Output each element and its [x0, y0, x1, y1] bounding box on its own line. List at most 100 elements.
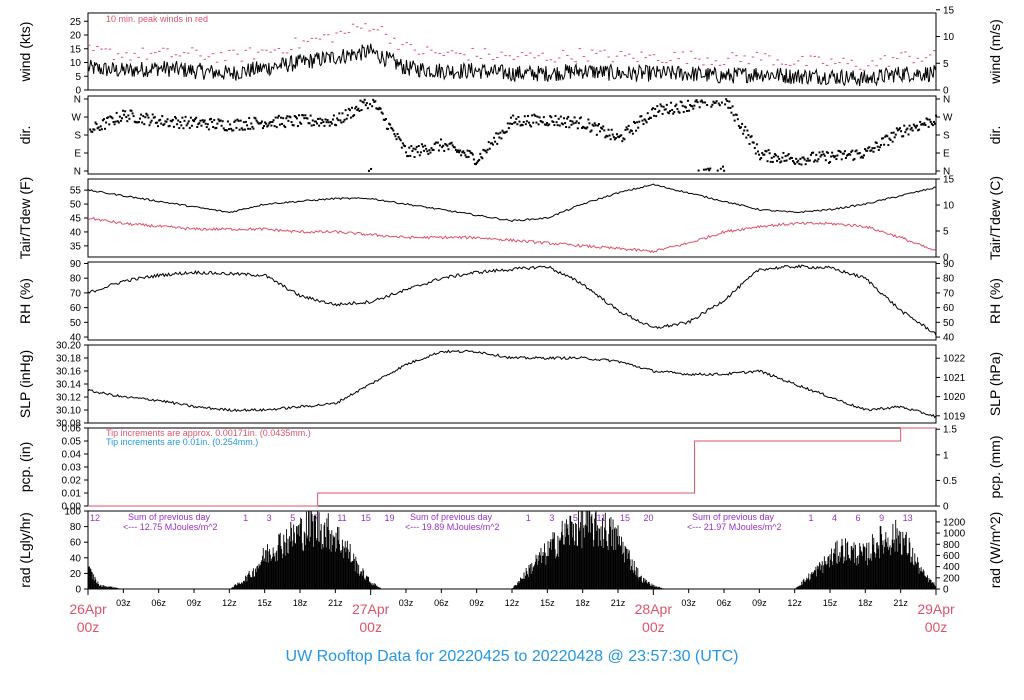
dir-point: [152, 116, 155, 119]
rh-panel-frame: [87, 261, 937, 341]
dir-point: [382, 118, 385, 121]
dir-point: [850, 150, 853, 153]
dir-point: [594, 124, 597, 127]
dir-point: [926, 118, 929, 121]
dir-point: [628, 131, 631, 134]
dir-point: [281, 122, 284, 125]
dir-point: [205, 126, 208, 129]
dir-point: [625, 126, 628, 129]
dir-point: [478, 158, 481, 161]
dir-point: [844, 157, 847, 160]
dir-point: [434, 141, 437, 144]
dir-point: [480, 156, 483, 159]
dir-point: [440, 138, 443, 141]
dir-point: [766, 160, 769, 163]
dir-point: [360, 109, 363, 112]
rad-hour-label: 20: [644, 513, 654, 523]
dir-point: [932, 120, 935, 123]
dir-point: [216, 122, 219, 125]
rad-tick-label-left: 0: [75, 585, 81, 596]
dir-point: [935, 114, 938, 117]
slp-ylabel-left: SLP (inHg): [17, 350, 33, 418]
dir-point: [543, 123, 546, 126]
dir-point: [907, 133, 910, 136]
dir-point: [276, 116, 279, 119]
dir-tick-label-right: E: [943, 149, 950, 160]
dir-point: [763, 153, 766, 156]
dir-point: [111, 117, 114, 120]
dir-point: [484, 149, 487, 152]
dir-point: [897, 128, 900, 131]
dir-point: [200, 124, 203, 127]
dir-point: [731, 105, 734, 108]
dir-point: [673, 111, 676, 114]
dir-point: [116, 120, 119, 123]
dir-point: [862, 154, 865, 157]
temp-tick-label-left: 50: [70, 200, 82, 211]
dir-point: [164, 120, 167, 123]
dir-point: [569, 119, 572, 122]
dir-point: [655, 115, 658, 118]
dir-point: [621, 140, 624, 143]
dir-point: [826, 151, 829, 154]
dir-point: [530, 125, 533, 128]
x-date-hour: 00z: [77, 619, 100, 635]
dir-point: [724, 103, 727, 106]
dir-point: [330, 122, 333, 125]
dir-point: [685, 109, 688, 112]
dir-point: [134, 121, 137, 124]
dir-point: [278, 123, 281, 126]
dir-point: [237, 119, 240, 122]
temp-ylabel-left: Tair/Tdew (F): [17, 177, 33, 259]
dir-point: [124, 110, 127, 113]
dir-point: [427, 152, 430, 155]
dir-point: [253, 116, 256, 119]
pcp-tick-label-left: 0.01: [62, 489, 82, 500]
dir-point: [342, 120, 345, 123]
dir-point: [883, 143, 886, 146]
dir-point: [889, 138, 892, 141]
dir-point: [236, 118, 239, 121]
dir-point: [142, 115, 145, 118]
dir-point: [110, 116, 113, 119]
dir-point: [884, 135, 887, 138]
rad-sum-value: <--- 12.75 MJoules/m^2: [123, 522, 218, 532]
dir-point: [716, 169, 719, 172]
dir-point: [656, 105, 659, 108]
dir-point: [182, 127, 185, 130]
dir-point: [213, 119, 216, 122]
dir-point: [838, 150, 841, 153]
dir-point: [224, 129, 227, 132]
x-date-hour: 00z: [925, 619, 948, 635]
dir-point: [620, 134, 623, 137]
dir-point: [424, 144, 427, 147]
slp-ylabel-right: SLP (hPa): [987, 352, 1003, 416]
dir-point: [483, 149, 486, 152]
dir-point: [511, 122, 514, 125]
dir-point: [203, 119, 206, 122]
rh-tick-label-left: 90: [70, 259, 82, 270]
dir-point: [248, 117, 251, 120]
rad-tick-label-left: 60: [70, 538, 82, 549]
dir-point: [796, 161, 799, 164]
rad-tick-label-left: 40: [70, 553, 82, 564]
dir-point: [875, 142, 878, 145]
dir-point: [178, 127, 181, 130]
dir-point: [317, 117, 320, 120]
dir-point: [147, 116, 150, 119]
dir-point: [149, 121, 152, 124]
dir-point: [378, 106, 381, 109]
dir-point: [692, 107, 695, 110]
dir-point: [336, 117, 339, 120]
dir-point: [373, 100, 376, 103]
x-tick-label: 03z: [399, 598, 414, 608]
dir-point: [821, 150, 824, 153]
dir-point: [323, 124, 326, 127]
dir-point: [841, 152, 844, 155]
dir-point: [579, 116, 582, 119]
dir-point: [137, 121, 140, 124]
dir-point: [465, 156, 468, 159]
dir-point: [665, 103, 668, 106]
dir-point: [825, 151, 828, 154]
dir-point: [538, 116, 541, 119]
